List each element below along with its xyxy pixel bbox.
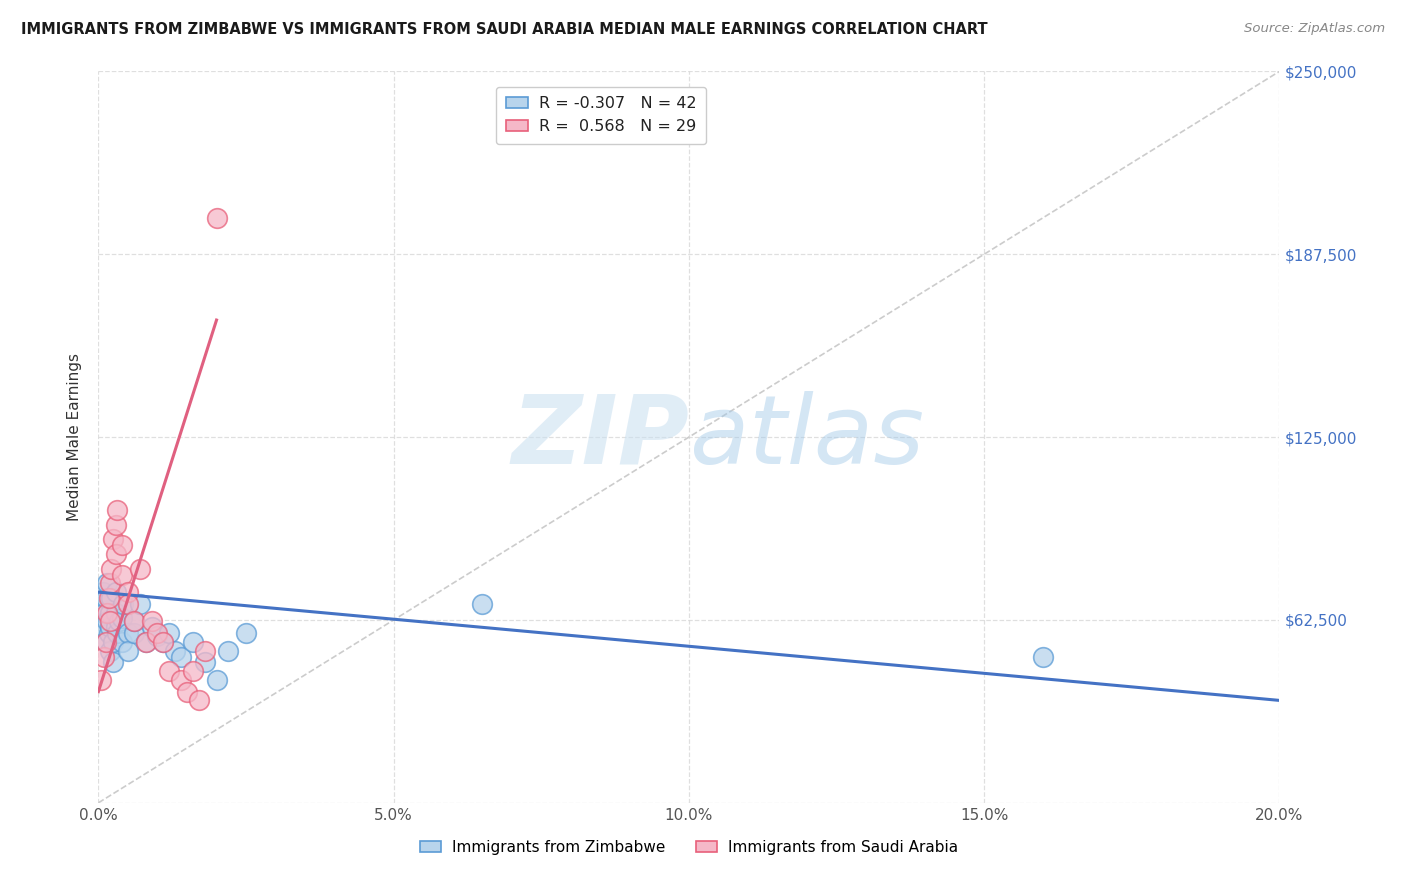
Point	[176, 684, 198, 698]
Point	[146, 626, 169, 640]
Point	[181, 635, 204, 649]
Point	[117, 597, 139, 611]
Point	[98, 626, 121, 640]
Point	[181, 664, 204, 678]
Point	[122, 626, 145, 640]
Point	[94, 591, 117, 605]
Point	[117, 643, 139, 657]
Point	[91, 585, 114, 599]
Text: atlas: atlas	[689, 391, 924, 483]
Point	[152, 635, 174, 649]
Point	[165, 643, 187, 657]
Point	[146, 629, 169, 643]
Legend: Immigrants from Zimbabwe, Immigrants from Saudi Arabia: Immigrants from Zimbabwe, Immigrants fro…	[413, 834, 965, 861]
Point	[103, 635, 125, 649]
Point	[157, 626, 180, 640]
Point	[94, 635, 117, 649]
Point	[152, 635, 174, 649]
Point	[112, 597, 135, 611]
Point	[117, 626, 139, 640]
Text: Source: ZipAtlas.com: Source: ZipAtlas.com	[1244, 22, 1385, 36]
Point	[205, 211, 228, 225]
Point	[157, 664, 180, 678]
Point	[93, 649, 115, 664]
Point	[93, 606, 115, 620]
Point	[108, 615, 131, 629]
Point	[96, 576, 118, 591]
Point	[122, 615, 145, 629]
Point	[105, 517, 128, 532]
Point	[170, 649, 193, 664]
Point	[103, 656, 125, 670]
Point	[105, 606, 128, 620]
Point	[135, 635, 157, 649]
Point	[141, 620, 163, 634]
Point	[100, 562, 122, 576]
Text: IMMIGRANTS FROM ZIMBABWE VS IMMIGRANTS FROM SAUDI ARABIA MEDIAN MALE EARNINGS CO: IMMIGRANTS FROM ZIMBABWE VS IMMIGRANTS F…	[21, 22, 987, 37]
Point	[170, 673, 193, 687]
Point	[128, 597, 150, 611]
Point	[105, 503, 128, 517]
Point	[135, 635, 157, 649]
Point	[98, 606, 121, 620]
Point	[111, 611, 134, 625]
Point	[90, 673, 112, 687]
Point	[235, 626, 257, 640]
Point	[94, 635, 117, 649]
Point	[187, 693, 209, 707]
Point	[111, 538, 134, 552]
Point	[98, 643, 121, 657]
Point	[100, 591, 122, 605]
Point	[105, 547, 128, 561]
Point	[128, 562, 150, 576]
Point	[96, 606, 118, 620]
Point	[105, 626, 128, 640]
Point	[98, 576, 121, 591]
Point	[194, 656, 217, 670]
Point	[93, 620, 115, 634]
Point	[103, 533, 125, 547]
Point	[98, 620, 121, 634]
Point	[98, 591, 121, 605]
Point	[141, 615, 163, 629]
Y-axis label: Median Male Earnings: Median Male Earnings	[67, 353, 83, 521]
Point	[205, 673, 228, 687]
Point	[1032, 649, 1054, 664]
Point	[105, 620, 128, 634]
Point	[98, 615, 121, 629]
Point	[471, 597, 494, 611]
Point	[96, 615, 118, 629]
Point	[217, 643, 239, 657]
Point	[90, 597, 112, 611]
Point	[105, 585, 128, 599]
Point	[117, 585, 139, 599]
Point	[111, 567, 134, 582]
Point	[194, 643, 217, 657]
Point	[122, 615, 145, 629]
Text: ZIP: ZIP	[510, 391, 689, 483]
Point	[111, 635, 134, 649]
